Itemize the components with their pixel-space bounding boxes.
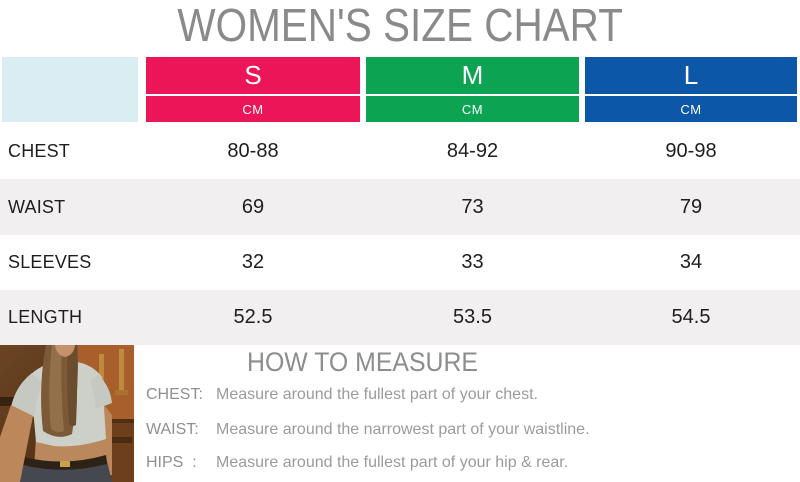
cell-value: 73: [461, 195, 484, 218]
cell-value: 90-98: [665, 139, 717, 162]
page-title-text: WOMEN'S SIZE CHART: [177, 0, 623, 51]
cell-value: 32: [241, 251, 265, 273]
measure-label: CHEST:: [146, 386, 203, 403]
cell-value: 34: [679, 251, 703, 273]
measure-text: Measure around the fullest part of your …: [216, 386, 538, 403]
measure-instruction-chest: CHEST: Measure around the fullest part of…: [146, 386, 538, 404]
unit-cell-s: CM: [146, 96, 360, 122]
cell-value: 79: [679, 195, 703, 218]
measure-label: HIPS :: [146, 454, 197, 471]
measure-label: WAIST:: [146, 421, 199, 438]
cell-value: 33: [461, 251, 484, 273]
size-header-s: S: [146, 57, 360, 94]
cell-value: 54.5: [671, 306, 711, 328]
measure-text: Measure around the narrowest part of you…: [216, 421, 590, 438]
table-row-waist: WAIST 69 73 79: [0, 179, 800, 235]
table-row-sleeves: SLEEVES 32 33 34: [0, 235, 800, 290]
unit-cell-m: CM: [366, 96, 579, 122]
row-label: CHEST: [8, 140, 71, 161]
table-row-chest: CHEST 80-88 84-92 90-98: [0, 123, 800, 179]
cell-value: 52.5: [233, 306, 273, 328]
model-photo: [0, 345, 134, 482]
measure-text: Measure around the fullest part of your …: [216, 454, 569, 471]
size-chart-corner-cell: [2, 57, 138, 122]
row-label: SLEEVES: [8, 252, 92, 272]
how-to-measure-title-text: HOW TO MEASURE: [247, 347, 478, 377]
table-row-length: LENGTH 52.5 53.5 54.5: [0, 290, 800, 345]
cell-value: 69: [241, 195, 265, 218]
unit-cell-l: CM: [585, 96, 797, 122]
cell-value: 53.5: [453, 306, 492, 328]
page-title: WOMEN'S SIZE CHART: [0, 0, 800, 54]
size-header-m: M: [366, 57, 579, 94]
size-chart-header: S M L CM CM CM: [0, 57, 797, 122]
how-to-measure-title: HOW TO MEASURE: [145, 347, 580, 378]
measure-instruction-waist: WAIST: Measure around the narrowest part …: [146, 421, 590, 439]
size-header-l: L: [585, 57, 797, 94]
cell-value: 80-88: [227, 139, 279, 162]
row-label: WAIST: [8, 196, 66, 217]
row-label: LENGTH: [8, 307, 83, 327]
size-chart-body: CHEST 80-88 84-92 90-98 WAIST 69 73 79 S…: [0, 123, 800, 345]
measure-instruction-hips: HIPS : Measure around the fullest part of…: [146, 454, 568, 472]
cell-value: 84-92: [446, 139, 499, 162]
